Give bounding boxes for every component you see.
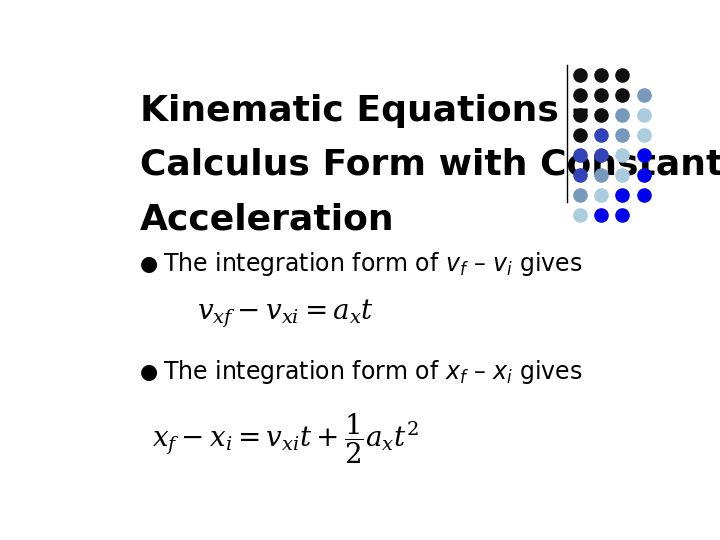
Text: ●: ●	[140, 362, 158, 382]
Text: $x_f - x_i = v_{xi}t + \dfrac{1}{2}a_x t^2$: $x_f - x_i = v_{xi}t + \dfrac{1}{2}a_x t…	[152, 411, 419, 467]
Point	[638, 171, 649, 179]
Text: $v_{xf} - v_{xi} = a_x t$: $v_{xf} - v_{xi} = a_x t$	[197, 298, 374, 330]
Point	[574, 111, 585, 119]
Text: The integration form of $x_f$ – $x_i$ gives: The integration form of $x_f$ – $x_i$ gi…	[163, 359, 582, 387]
Point	[616, 71, 628, 79]
Point	[595, 211, 607, 219]
Point	[638, 131, 649, 139]
Point	[574, 191, 585, 199]
Point	[638, 151, 649, 159]
Point	[616, 211, 628, 219]
Text: The integration form of $v_f$ – $v_i$ gives: The integration form of $v_f$ – $v_i$ gi…	[163, 251, 582, 279]
Point	[574, 131, 585, 139]
Point	[574, 71, 585, 79]
Point	[638, 91, 649, 99]
Point	[595, 71, 607, 79]
Point	[574, 151, 585, 159]
Point	[595, 131, 607, 139]
Point	[595, 91, 607, 99]
Point	[595, 171, 607, 179]
Point	[616, 91, 628, 99]
Point	[574, 171, 585, 179]
Point	[616, 111, 628, 119]
Point	[616, 131, 628, 139]
Text: Calculus Form with Constant: Calculus Form with Constant	[140, 148, 720, 182]
Point	[595, 111, 607, 119]
Text: Kinematic Equations –: Kinematic Equations –	[140, 94, 590, 128]
Point	[595, 151, 607, 159]
Text: Acceleration: Acceleration	[140, 202, 395, 236]
Point	[616, 191, 628, 199]
Point	[574, 211, 585, 219]
Point	[574, 91, 585, 99]
Point	[616, 151, 628, 159]
Point	[638, 191, 649, 199]
Point	[595, 191, 607, 199]
Point	[616, 171, 628, 179]
Point	[638, 111, 649, 119]
Text: ●: ●	[140, 254, 158, 274]
